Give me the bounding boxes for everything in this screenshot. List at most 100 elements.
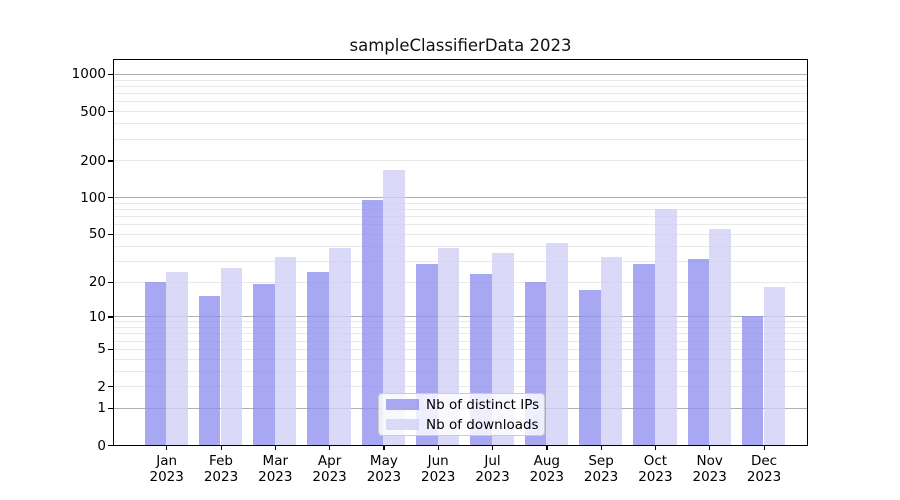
gridline-40 bbox=[114, 245, 807, 247]
x-tick-label-may: May 2023 bbox=[366, 452, 402, 485]
y-tick-label-500: 500 bbox=[80, 103, 106, 120]
gridline-500 bbox=[114, 111, 807, 113]
y-tick-label-20: 20 bbox=[88, 274, 106, 290]
x-tick-mark bbox=[709, 445, 711, 450]
gridline-6 bbox=[114, 340, 807, 342]
legend-label: Nb of downloads bbox=[426, 416, 539, 433]
gridline-600 bbox=[114, 101, 807, 103]
bar-nb-of-distinct-ips-dec bbox=[741, 316, 764, 445]
bar-nb-of-distinct-ips-may bbox=[361, 200, 384, 445]
gridline-400 bbox=[114, 123, 807, 125]
x-tick-mark bbox=[546, 445, 548, 450]
x-tick-label-aug: Aug 2023 bbox=[529, 452, 564, 485]
bar-nb-of-distinct-ips-feb bbox=[198, 296, 221, 445]
gridline-1000 bbox=[114, 73, 807, 75]
gridline-20 bbox=[114, 281, 807, 283]
legend-row: Nb of distinct IPs bbox=[386, 397, 544, 413]
y-tick-label-10: 10 bbox=[88, 308, 106, 325]
gridline-200 bbox=[114, 160, 807, 162]
gridline-80 bbox=[114, 209, 807, 211]
bar-nb-of-downloads-nov bbox=[709, 228, 731, 445]
x-tick-label-oct: Oct 2023 bbox=[638, 452, 673, 485]
bar-nb-of-downloads-aug bbox=[546, 243, 568, 445]
plot-area bbox=[113, 59, 808, 446]
legend-swatch-nb-of-downloads bbox=[386, 418, 419, 431]
gridline-60 bbox=[114, 224, 807, 226]
gridline-300 bbox=[114, 138, 807, 140]
x-tick-label-mar: Mar 2023 bbox=[258, 452, 293, 485]
x-tick-mark bbox=[437, 445, 439, 450]
x-tick-label-nov: Nov 2023 bbox=[692, 452, 727, 485]
bar-nb-of-distinct-ips-jan bbox=[144, 281, 167, 445]
legend-swatch-nb-of-distinct-ips bbox=[386, 398, 419, 411]
x-tick-label-apr: Apr 2023 bbox=[312, 452, 347, 485]
x-tick-mark bbox=[329, 445, 331, 450]
y-tick-label-200: 200 bbox=[80, 152, 106, 169]
chart-title: sampleClassifierData 2023 bbox=[349, 36, 572, 55]
bar-nb-of-distinct-ips-nov bbox=[687, 258, 710, 445]
gridline-30 bbox=[114, 260, 807, 262]
y-tick-mark bbox=[108, 407, 113, 410]
gridline-100 bbox=[114, 197, 807, 199]
y-tick-label-1: 1 bbox=[97, 400, 106, 417]
x-tick-mark bbox=[763, 445, 765, 450]
bar-nb-of-downloads-dec bbox=[763, 286, 786, 445]
gridline-90 bbox=[114, 202, 807, 204]
gridline-70 bbox=[114, 216, 807, 218]
y-tick-mark bbox=[108, 160, 113, 162]
legend-row: Nb of downloads bbox=[386, 417, 544, 433]
y-tick-mark bbox=[108, 348, 113, 351]
x-tick-label-feb: Feb 2023 bbox=[203, 452, 239, 485]
y-tick-label-1000: 1000 bbox=[71, 66, 106, 83]
gridline-900 bbox=[114, 79, 807, 81]
y-tick-label-50: 50 bbox=[88, 226, 106, 243]
bar-nb-of-downloads-mar bbox=[274, 257, 297, 445]
gridline-10 bbox=[114, 316, 807, 318]
bar-nb-of-downloads-jan bbox=[166, 272, 188, 445]
y-tick-label-0: 0 bbox=[97, 437, 106, 454]
x-tick-mark bbox=[274, 445, 277, 450]
y-tick-mark bbox=[108, 73, 113, 76]
gridline-50 bbox=[114, 233, 807, 235]
bar-nb-of-downloads-apr bbox=[329, 248, 351, 445]
x-tick-label-jul: Jul 2023 bbox=[475, 452, 510, 485]
x-tick-label-sep: Sep 2023 bbox=[583, 452, 619, 485]
x-tick-mark bbox=[600, 445, 602, 450]
legend-label: Nb of distinct IPs bbox=[426, 396, 540, 413]
gridline-9 bbox=[114, 321, 807, 323]
y-tick-mark bbox=[108, 111, 113, 113]
gridline-2 bbox=[114, 386, 807, 387]
bar-nb-of-downloads-feb bbox=[220, 268, 243, 445]
y-tick-mark bbox=[108, 316, 113, 318]
gridline-3 bbox=[114, 370, 807, 372]
gridline-5 bbox=[114, 348, 807, 350]
x-tick-label-dec: Dec 2023 bbox=[746, 452, 782, 485]
bar-nb-of-distinct-ips-mar bbox=[253, 284, 275, 445]
x-tick-mark bbox=[492, 445, 494, 450]
y-tick-mark bbox=[108, 445, 113, 447]
y-tick-mark bbox=[108, 281, 113, 283]
x-tick-label-jan: Jan 2023 bbox=[149, 452, 184, 485]
y-tick-mark bbox=[108, 233, 113, 236]
x-tick-mark bbox=[220, 445, 222, 450]
bar-nb-of-distinct-ips-apr bbox=[307, 272, 330, 445]
y-tick-mark bbox=[108, 197, 113, 199]
y-tick-label-2: 2 bbox=[97, 378, 106, 395]
y-tick-mark bbox=[108, 386, 113, 388]
bar-nb-of-distinct-ips-oct bbox=[633, 264, 655, 445]
legend: Nb of distinct IPs Nb of downloads bbox=[378, 393, 545, 436]
bar-nb-of-distinct-ips-sep bbox=[578, 289, 601, 445]
bar-nb-of-downloads-may bbox=[383, 169, 406, 445]
gridline-700 bbox=[114, 93, 807, 95]
gridline-4 bbox=[114, 358, 807, 360]
y-tick-label-5: 5 bbox=[97, 341, 106, 358]
gridline-8 bbox=[114, 327, 807, 328]
x-tick-label-jun: Jun 2023 bbox=[421, 452, 456, 485]
bar-nb-of-downloads-oct bbox=[654, 209, 677, 445]
bar-nb-of-downloads-sep bbox=[600, 257, 623, 445]
y-tick-label-100: 100 bbox=[80, 189, 106, 206]
x-tick-mark bbox=[654, 445, 657, 450]
x-tick-mark bbox=[383, 445, 385, 450]
gridline-800 bbox=[114, 85, 807, 87]
